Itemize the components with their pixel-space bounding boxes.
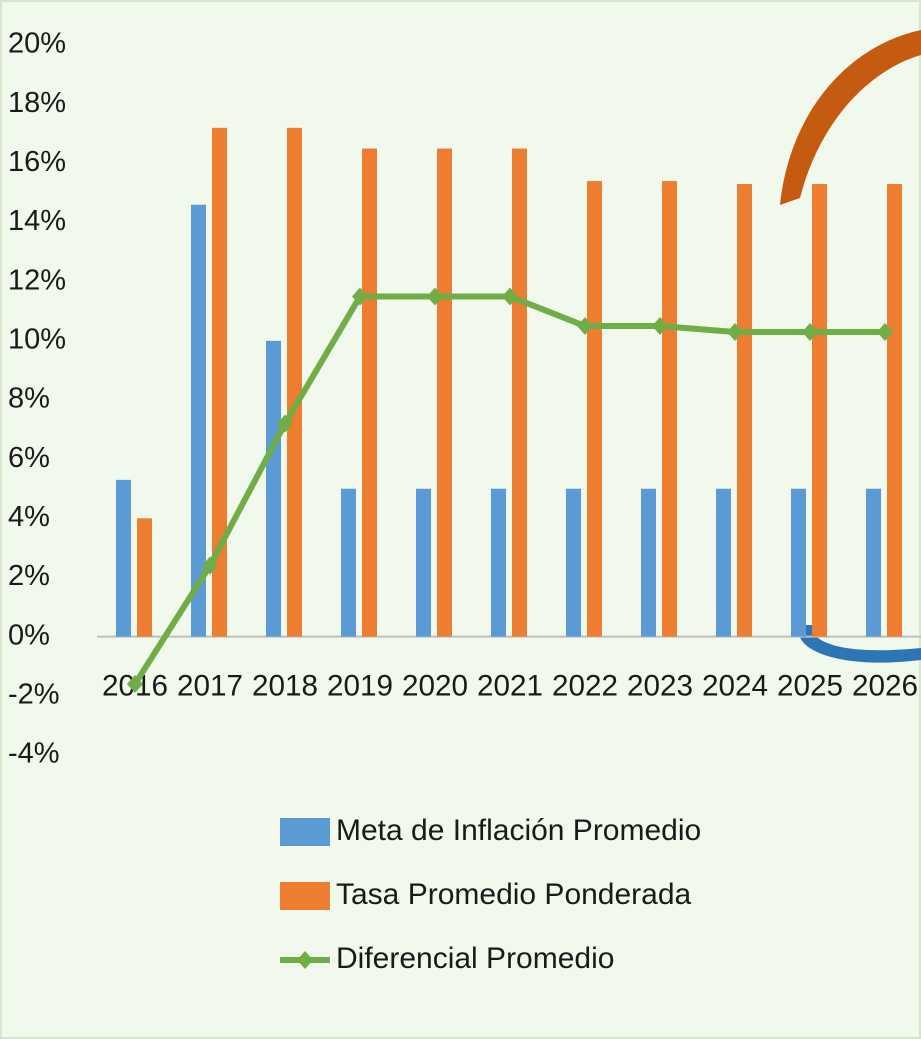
legend-swatch xyxy=(280,882,330,910)
x-tick-label: 2022 xyxy=(552,670,618,703)
x-tick-label: 2023 xyxy=(627,670,693,703)
x-tick-label: 2026 xyxy=(852,670,918,703)
chart: -4%-2%0%2%4%6%8%10%12%14%16%18%20%201620… xyxy=(0,0,921,1039)
x-tick-label: 2021 xyxy=(477,670,543,703)
bar xyxy=(812,184,827,637)
x-tick-label: 2025 xyxy=(777,670,843,703)
bar xyxy=(662,181,677,637)
legend-swatch xyxy=(280,818,330,846)
y-tick-label: 14% xyxy=(8,205,66,237)
bar xyxy=(737,184,752,637)
x-tick-label: 2017 xyxy=(177,670,243,703)
bar xyxy=(437,149,452,637)
bar xyxy=(137,518,152,636)
bar xyxy=(416,489,431,637)
bar xyxy=(641,489,656,637)
page: {"chart_data": {"type": "bar", "categori… xyxy=(0,0,921,1039)
y-tick-label: 4% xyxy=(8,501,50,533)
x-tick-label: 2019 xyxy=(327,670,393,703)
bar xyxy=(866,489,881,637)
bar xyxy=(287,128,302,637)
bar xyxy=(791,489,806,637)
bar xyxy=(887,184,902,637)
bar xyxy=(716,489,731,637)
y-tick-label: 8% xyxy=(8,383,50,415)
y-tick-label: -4% xyxy=(8,738,60,770)
x-tick-label: 2018 xyxy=(252,670,318,703)
bar xyxy=(587,181,602,637)
bar xyxy=(341,489,356,637)
legend-label: Diferencial Promedio xyxy=(336,942,614,975)
bar xyxy=(566,489,581,637)
y-tick-label: 18% xyxy=(8,87,66,119)
x-tick-label: 2020 xyxy=(402,670,468,703)
y-tick-label: 12% xyxy=(8,264,66,296)
y-tick-label: 0% xyxy=(8,619,50,651)
legend-label: Meta de Inflación Promedio xyxy=(336,814,701,847)
bar xyxy=(266,341,281,637)
legend-label: Tasa Promedio Ponderada xyxy=(336,878,692,911)
bar xyxy=(512,149,527,637)
bar xyxy=(116,480,131,637)
y-tick-label: 6% xyxy=(8,442,50,474)
bar xyxy=(491,489,506,637)
y-tick-label: 16% xyxy=(8,146,66,178)
y-tick-label: -2% xyxy=(8,678,60,710)
x-tick-label: 2024 xyxy=(702,670,768,703)
y-tick-label: 20% xyxy=(8,28,66,60)
y-tick-label: 2% xyxy=(8,560,50,592)
y-tick-label: 10% xyxy=(8,323,66,355)
bar xyxy=(362,149,377,637)
